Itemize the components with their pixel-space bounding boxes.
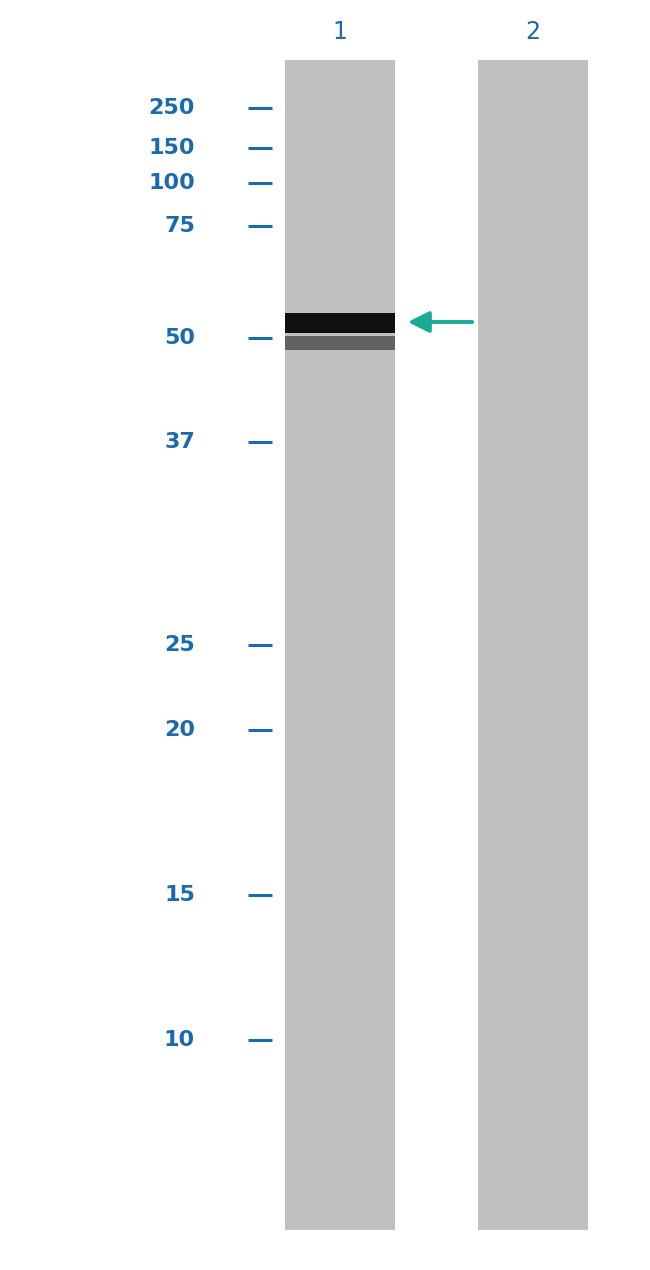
Text: 25: 25 — [164, 635, 195, 655]
Text: 20: 20 — [164, 720, 195, 740]
Text: 75: 75 — [164, 216, 195, 236]
Bar — [285, 312, 395, 333]
Bar — [285, 337, 395, 351]
Text: 15: 15 — [164, 885, 195, 906]
Bar — [478, 60, 588, 1231]
Text: 37: 37 — [164, 432, 195, 452]
Text: 1: 1 — [333, 20, 348, 44]
Text: 100: 100 — [148, 173, 195, 193]
Text: 50: 50 — [164, 328, 195, 348]
Text: 10: 10 — [164, 1030, 195, 1050]
Bar — [285, 60, 395, 1231]
Text: 2: 2 — [525, 20, 541, 44]
Text: 250: 250 — [149, 98, 195, 118]
Text: 150: 150 — [148, 138, 195, 157]
